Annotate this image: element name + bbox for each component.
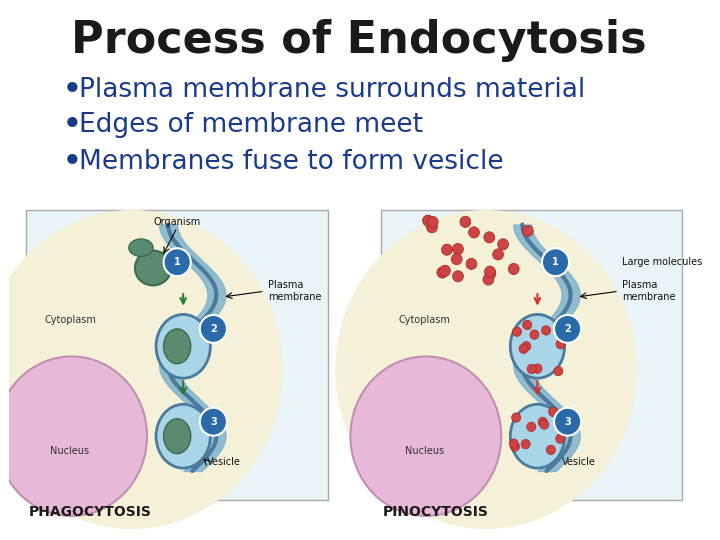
Circle shape — [510, 442, 520, 451]
Ellipse shape — [510, 404, 564, 468]
Circle shape — [485, 266, 495, 277]
Circle shape — [519, 344, 528, 354]
Circle shape — [541, 326, 551, 335]
Ellipse shape — [0, 210, 283, 529]
Circle shape — [523, 320, 532, 329]
Circle shape — [556, 340, 565, 349]
Text: 1: 1 — [552, 257, 559, 267]
Text: Nucleus: Nucleus — [405, 446, 444, 456]
Circle shape — [199, 315, 227, 343]
Circle shape — [522, 225, 534, 237]
Circle shape — [485, 268, 496, 279]
Circle shape — [452, 244, 464, 254]
Text: •: • — [63, 111, 81, 139]
Ellipse shape — [156, 314, 210, 378]
Circle shape — [542, 248, 569, 276]
Circle shape — [556, 434, 564, 443]
Circle shape — [441, 244, 452, 255]
Circle shape — [453, 271, 464, 282]
Text: 3: 3 — [564, 417, 571, 427]
Ellipse shape — [336, 210, 637, 529]
FancyBboxPatch shape — [27, 210, 328, 500]
Text: PINOCYTOSIS: PINOCYTOSIS — [382, 505, 488, 519]
Text: 2: 2 — [210, 324, 217, 334]
Circle shape — [498, 239, 508, 250]
Circle shape — [469, 227, 480, 238]
Circle shape — [423, 215, 433, 226]
Circle shape — [527, 422, 536, 431]
Circle shape — [538, 417, 547, 427]
Text: Membranes fuse to form vesicle: Membranes fuse to form vesicle — [79, 149, 503, 175]
Circle shape — [484, 232, 495, 243]
Circle shape — [546, 446, 555, 455]
Circle shape — [554, 315, 581, 343]
Ellipse shape — [129, 239, 153, 256]
Circle shape — [512, 413, 521, 422]
Text: PHAGOCYTOSIS: PHAGOCYTOSIS — [28, 505, 151, 519]
Circle shape — [549, 407, 557, 416]
Circle shape — [530, 330, 539, 339]
Text: Large molecules: Large molecules — [622, 257, 702, 267]
Text: Nucleus: Nucleus — [50, 446, 89, 456]
Circle shape — [521, 440, 530, 449]
Ellipse shape — [135, 251, 171, 286]
Circle shape — [508, 264, 519, 274]
Circle shape — [466, 258, 477, 269]
Circle shape — [513, 327, 521, 336]
Text: Organism: Organism — [153, 217, 201, 227]
Circle shape — [554, 367, 563, 376]
FancyBboxPatch shape — [381, 210, 683, 500]
Text: 1: 1 — [174, 257, 181, 267]
Circle shape — [437, 267, 448, 278]
Ellipse shape — [163, 329, 191, 364]
Circle shape — [427, 217, 438, 227]
Text: Cytoplasm: Cytoplasm — [399, 315, 451, 325]
Circle shape — [451, 254, 462, 265]
Text: •: • — [63, 76, 81, 104]
Circle shape — [533, 364, 542, 373]
Circle shape — [199, 408, 227, 436]
Circle shape — [527, 364, 536, 374]
Text: Vesicle: Vesicle — [562, 457, 595, 467]
Circle shape — [509, 439, 518, 448]
Circle shape — [163, 248, 191, 276]
Text: Plasma
membrane: Plasma membrane — [622, 280, 675, 302]
Ellipse shape — [0, 356, 147, 516]
Circle shape — [460, 216, 471, 227]
Circle shape — [440, 265, 451, 276]
Circle shape — [554, 408, 581, 436]
Text: Process of Endocytosis: Process of Endocytosis — [71, 18, 647, 62]
Ellipse shape — [156, 404, 210, 468]
Circle shape — [426, 221, 437, 233]
Text: •: • — [63, 148, 81, 176]
Text: Plasma membrane surrounds material: Plasma membrane surrounds material — [79, 77, 585, 103]
Text: 3: 3 — [210, 417, 217, 427]
Circle shape — [522, 342, 531, 351]
Ellipse shape — [510, 314, 564, 378]
Circle shape — [540, 420, 549, 429]
Text: Vesicle: Vesicle — [207, 457, 241, 467]
Text: Cytoplasm: Cytoplasm — [45, 315, 96, 325]
Ellipse shape — [163, 419, 191, 454]
Circle shape — [492, 249, 503, 260]
Text: Plasma
membrane: Plasma membrane — [268, 280, 321, 302]
Circle shape — [483, 274, 494, 285]
Ellipse shape — [351, 356, 501, 516]
Text: 2: 2 — [564, 324, 571, 334]
Text: Edges of membrane meet: Edges of membrane meet — [79, 112, 423, 138]
